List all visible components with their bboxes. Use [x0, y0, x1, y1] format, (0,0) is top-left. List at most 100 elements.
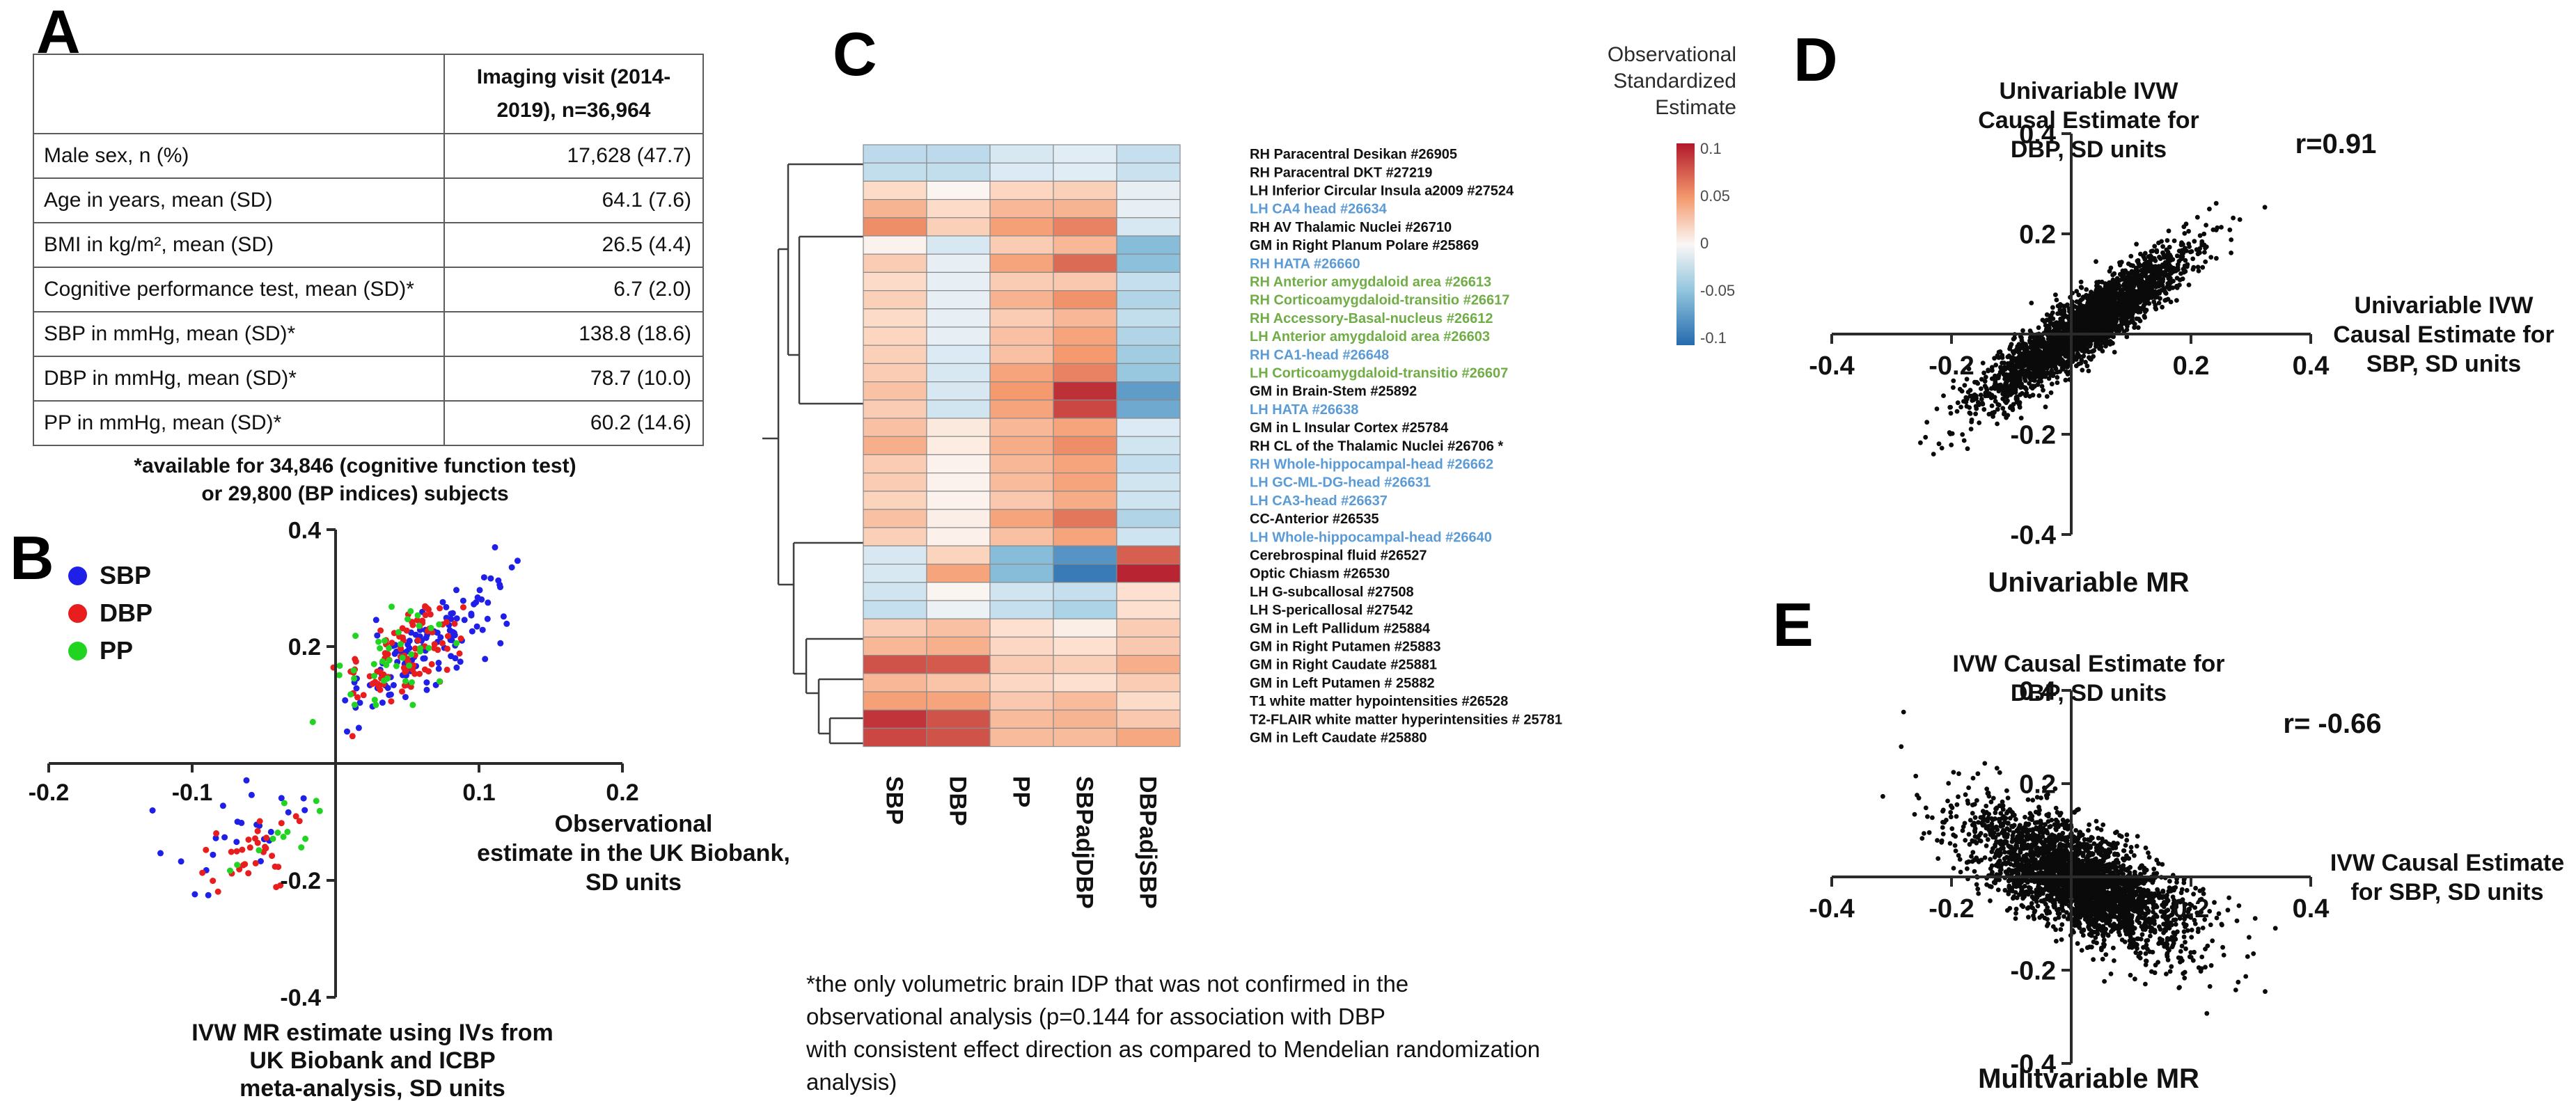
data-point	[2190, 256, 2196, 262]
data-point	[2026, 914, 2031, 920]
row-label: RH Anterior amygdaloid area #26613	[1250, 275, 1491, 290]
data-point	[2019, 338, 2025, 343]
data-point	[1936, 441, 1942, 447]
heatmap-cell	[989, 144, 1054, 164]
data-point	[2103, 290, 2108, 294]
data-point	[2025, 837, 2030, 842]
data-point	[2005, 413, 2011, 418]
data-point	[2078, 285, 2084, 290]
heatmap-cell	[1053, 162, 1117, 182]
data-point	[2197, 250, 2202, 255]
data-point	[1951, 385, 1956, 390]
data-point	[2190, 958, 2196, 963]
data-point	[214, 888, 221, 895]
heatmap-cell	[989, 271, 1054, 292]
data-point	[2123, 867, 2128, 872]
data-point	[2047, 824, 2052, 830]
data-point	[2065, 372, 2071, 377]
data-point	[453, 587, 460, 594]
data-point	[2039, 795, 2043, 800]
data-point	[411, 670, 418, 677]
data-point	[2159, 281, 2165, 287]
data-point	[2000, 799, 2005, 805]
data-point	[2005, 361, 2011, 366]
data-point	[1993, 863, 1999, 868]
data-point	[2144, 280, 2149, 285]
data-point	[2049, 368, 2055, 374]
data-point	[1948, 814, 1954, 820]
row-label: RH Paracentral DKT #27219	[1250, 165, 1432, 180]
heatmap-cell	[1053, 454, 1117, 474]
data-point	[2161, 252, 2167, 258]
data-point	[1969, 417, 1974, 422]
heatmap-cell	[989, 636, 1054, 656]
data-point	[407, 608, 414, 615]
row-label: GM in L Insular Cortex #25784	[1250, 420, 1449, 436]
data-point	[1939, 445, 1945, 451]
data-point	[2171, 265, 2176, 271]
heatmap-cell	[1116, 545, 1181, 565]
x-tick-label: -0.4	[1809, 351, 1854, 381]
heatmap-cell	[1116, 308, 1181, 328]
heatmap-cell	[1053, 217, 1117, 237]
row-label: RH CA1-head #26648	[1250, 347, 1389, 363]
data-point	[2060, 362, 2065, 367]
table-row: DBP in mmHg, mean (SD)* 78.7 (10.0)	[33, 356, 704, 402]
data-point	[2161, 930, 2166, 935]
data-point	[1974, 798, 1979, 803]
data-point	[2149, 265, 2153, 270]
plot-bottom-title: UK Biobank and ICBP	[249, 1047, 495, 1074]
data-point	[1963, 399, 1969, 405]
data-point	[2083, 307, 2088, 312]
data-point	[439, 599, 446, 605]
heatmap-cell	[863, 691, 927, 711]
data-point	[2087, 822, 2092, 827]
data-point	[2160, 244, 2165, 249]
data-point	[2128, 849, 2134, 855]
data-point	[468, 610, 475, 617]
data-point	[2170, 257, 2176, 262]
data-point	[2080, 296, 2085, 301]
data-point	[263, 834, 270, 841]
heatmap-cell	[989, 344, 1054, 365]
data-point	[242, 861, 249, 868]
data-point	[2126, 271, 2131, 276]
data-point	[2091, 299, 2097, 305]
data-point	[1996, 383, 2002, 388]
data-point	[2081, 354, 2087, 359]
heatmap-cell	[1116, 235, 1181, 255]
data-point	[2049, 352, 2055, 358]
data-point	[2087, 306, 2092, 312]
row-label: DBP in mmHg, mean (SD)*	[33, 356, 445, 402]
data-point	[1947, 404, 1953, 410]
heatmap-cell	[1053, 618, 1117, 638]
heatmap-cell	[989, 399, 1054, 419]
data-point	[2035, 903, 2041, 909]
heatmap-cell	[1116, 509, 1181, 528]
data-point	[2080, 335, 2085, 341]
heatmap-cell	[863, 180, 927, 200]
data-point	[2086, 349, 2091, 355]
x-tick-label: -0.1	[172, 779, 213, 806]
y-tick-label: 0.4	[288, 517, 321, 544]
data-point	[2042, 358, 2048, 364]
heatmap-cell	[1053, 545, 1117, 565]
data-point	[2133, 267, 2139, 272]
data-point	[2137, 274, 2142, 279]
data-point	[2084, 328, 2089, 334]
data-point	[416, 670, 423, 677]
data-point	[2073, 335, 2078, 340]
data-point	[2030, 393, 2036, 398]
data-point	[2029, 889, 2034, 895]
data-point	[2112, 324, 2117, 330]
data-point	[2178, 242, 2184, 248]
data-point	[1988, 898, 1993, 903]
data-point	[2089, 290, 2094, 295]
data-point	[2237, 217, 2243, 222]
data-point	[246, 844, 253, 851]
data-point	[461, 617, 468, 624]
data-point	[2084, 302, 2090, 308]
data-point	[1979, 386, 1984, 391]
data-point	[497, 584, 503, 591]
